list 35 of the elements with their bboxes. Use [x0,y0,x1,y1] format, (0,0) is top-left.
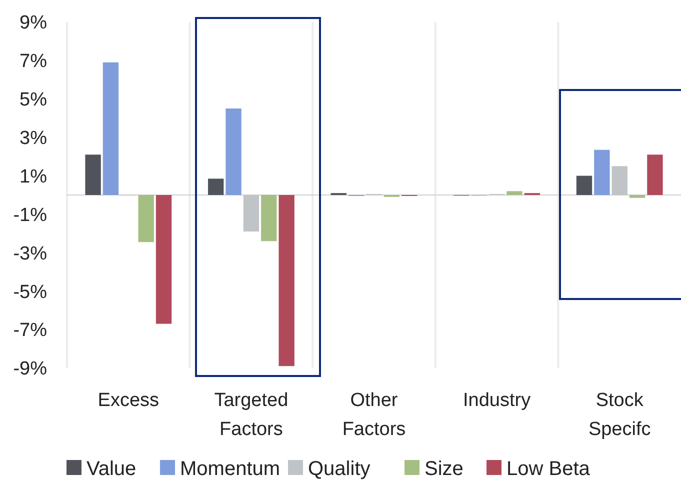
bar [647,154,663,195]
x-tick-label: Industry [463,390,532,411]
y-tick-label: 5% [20,90,48,111]
bar [261,195,277,242]
y-tick-label: -5% [13,282,48,303]
y-tick-label: -7% [13,320,48,342]
bar [208,178,224,195]
y-tick-label: 1% [20,166,48,188]
bar [243,195,260,232]
bar [156,195,172,324]
x-tick-label: Excess [98,390,160,411]
bar [85,154,101,195]
y-tick-label: -9% [13,358,48,380]
bar [576,176,592,195]
bar [506,191,522,195]
bar [629,195,646,198]
y-tick-label: -3% [13,243,48,264]
legend-label: Quality [308,458,370,480]
y-tick-label: 9% [20,12,48,34]
x-tick-label: Other Factors [342,390,406,440]
legend-label: Momentum [180,458,280,480]
legend-label: Low Beta [506,458,591,480]
bar [102,62,119,195]
bar [138,195,154,242]
legend-label: Size [424,458,464,480]
y-tick-label: 7% [20,51,48,72]
bar [594,150,610,195]
bar [226,108,242,195]
y-tick-label: 3% [20,128,48,149]
bar [612,166,628,195]
x-tick-label: Stock Specifc [588,390,651,440]
bar [278,195,294,366]
y-tick-label: -1% [13,204,48,226]
x-tick-label: Targeted Factors [214,390,288,440]
legend-label: Value [86,458,136,480]
